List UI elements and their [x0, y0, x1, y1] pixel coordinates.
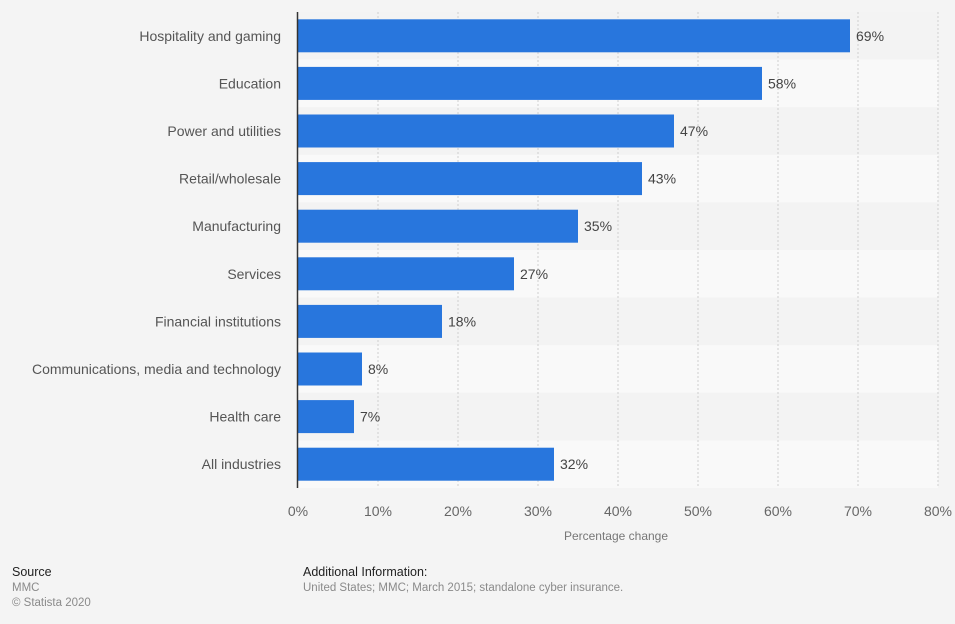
value-label: 7%	[360, 409, 380, 425]
x-tick-label: 70%	[844, 503, 872, 519]
source-title: Source	[12, 565, 52, 579]
value-label: 47%	[680, 123, 708, 139]
category-label: Education	[219, 75, 281, 91]
bar[interactable]	[298, 304, 442, 338]
bars	[298, 19, 850, 481]
bar[interactable]	[298, 400, 354, 434]
bar[interactable]	[298, 352, 362, 386]
bar[interactable]	[298, 114, 674, 148]
bar[interactable]	[298, 257, 514, 291]
x-tick-label: 10%	[364, 503, 392, 519]
value-label: 43%	[648, 171, 676, 187]
bar[interactable]	[298, 162, 642, 196]
category-label: All industries	[202, 456, 281, 472]
category-label: Communications, media and technology	[32, 361, 281, 377]
category-labels: Hospitality and gaming Education Power and…	[32, 28, 281, 472]
x-tick-label: 30%	[524, 503, 552, 519]
x-tick-label: 0%	[288, 503, 308, 519]
x-tick-label: 50%	[684, 503, 712, 519]
x-axis-title: Percentage change	[564, 529, 668, 543]
value-label: 32%	[560, 456, 588, 472]
category-label: Services	[227, 266, 281, 282]
value-label: 69%	[856, 28, 884, 44]
value-label: 27%	[520, 266, 548, 282]
category-label: Manufacturing	[192, 218, 281, 234]
x-tick-label: 20%	[444, 503, 472, 519]
category-label: Hospitality and gaming	[139, 28, 281, 44]
category-label: Power and utilities	[167, 123, 281, 139]
category-label: Financial institutions	[155, 313, 281, 329]
additional-info-title: Additional Information:	[303, 565, 428, 579]
x-tick-label: 80%	[924, 503, 952, 519]
bar[interactable]	[298, 447, 554, 481]
bar[interactable]	[298, 66, 762, 100]
x-tick-label: 60%	[764, 503, 792, 519]
gridlines	[377, 12, 939, 488]
value-labels: 69% 58% 47% 43% 35% 27% 18% 8% 7% 32%	[360, 28, 884, 472]
value-label: 8%	[368, 361, 388, 377]
x-tick-labels: 0% 10% 20% 30% 40% 50% 60% 70% 80%	[288, 503, 952, 519]
bar[interactable]	[298, 209, 578, 243]
value-label: 35%	[584, 218, 612, 234]
bar[interactable]	[298, 19, 850, 53]
source-name[interactable]: MMC	[12, 582, 40, 594]
category-label: Retail/wholesale	[179, 171, 281, 187]
additional-info-text: United States; MMC; March 2015; standalo…	[303, 582, 624, 594]
x-tick-label: 40%	[604, 503, 632, 519]
value-label: 58%	[768, 75, 796, 91]
category-label: Health care	[209, 409, 281, 425]
copyright: © Statista 2020	[12, 597, 91, 609]
value-label: 18%	[448, 313, 476, 329]
bar-chart: Hospitality and gaming Education Power and…	[32, 12, 952, 543]
